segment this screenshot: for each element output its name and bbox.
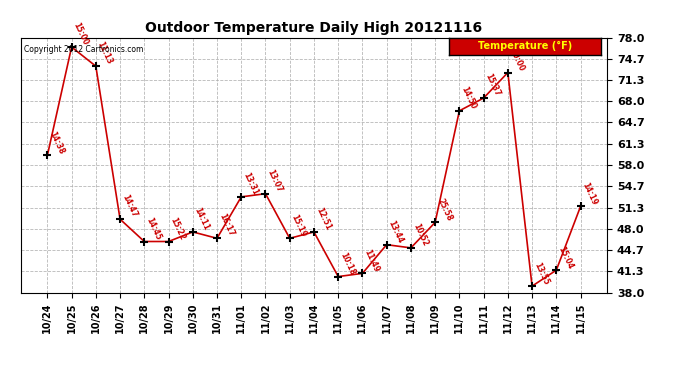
Text: 13:07: 13:07 <box>266 168 284 194</box>
Text: 14:47: 14:47 <box>120 194 139 219</box>
Text: 14:11: 14:11 <box>193 206 211 232</box>
Text: 14:38: 14:38 <box>48 130 66 156</box>
Text: 14:19: 14:19 <box>580 181 599 207</box>
Text: 11:13: 11:13 <box>96 40 114 66</box>
Text: 10:18: 10:18 <box>338 251 357 277</box>
Text: 13:31: 13:31 <box>241 171 259 197</box>
Text: 12:51: 12:51 <box>314 206 333 232</box>
Text: 11:49: 11:49 <box>362 248 381 273</box>
Text: 14:45: 14:45 <box>144 216 163 242</box>
Text: 15:00: 15:00 <box>72 21 90 47</box>
Text: 25:58: 25:58 <box>435 197 453 222</box>
Text: 15:22: 15:22 <box>168 216 187 242</box>
Text: 10:52: 10:52 <box>411 222 429 248</box>
Text: 15:04: 15:04 <box>556 244 575 270</box>
Text: 14:50: 14:50 <box>460 85 477 111</box>
Text: 15:19: 15:19 <box>290 213 308 238</box>
Text: 13:44: 13:44 <box>386 219 405 245</box>
Text: 15:37: 15:37 <box>484 72 502 98</box>
Text: 13:55: 13:55 <box>532 261 551 286</box>
Text: 40:00: 40:00 <box>508 47 526 73</box>
Text: Copyright 2012 Cartronics.com: Copyright 2012 Cartronics.com <box>23 45 143 54</box>
Text: 16:17: 16:17 <box>217 213 235 238</box>
Title: Outdoor Temperature Daily High 20121116: Outdoor Temperature Daily High 20121116 <box>146 21 482 35</box>
